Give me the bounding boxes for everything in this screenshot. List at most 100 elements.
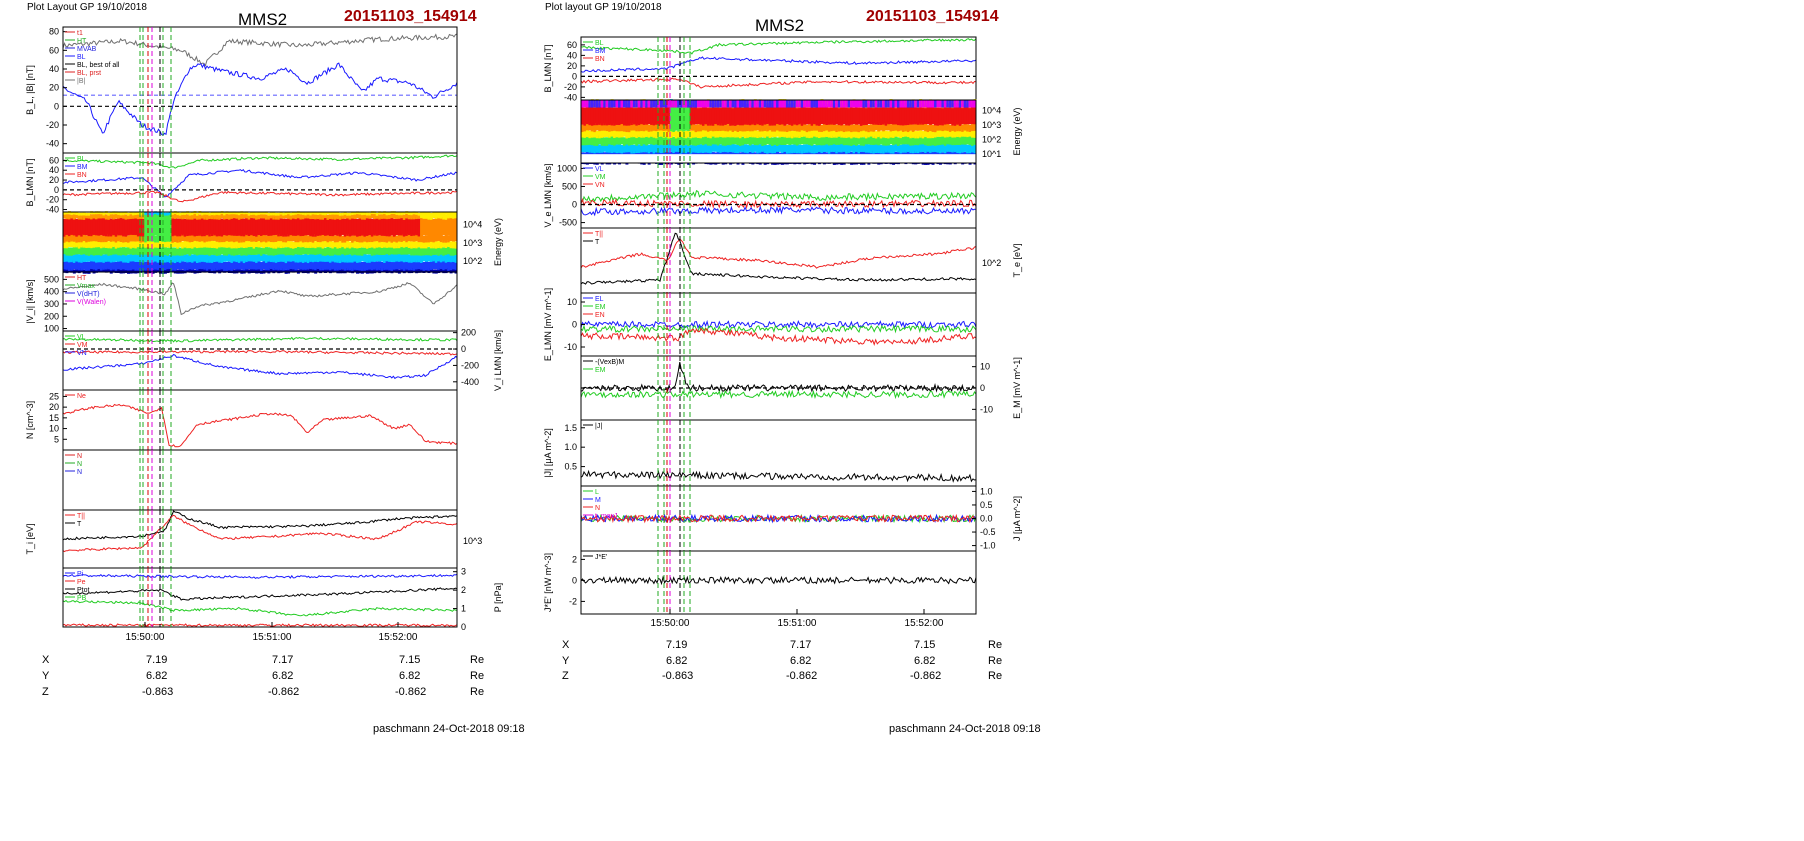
spectrogram-cell	[746, 144, 750, 154]
spectrogram-cell	[250, 253, 254, 262]
spectrogram-cell	[778, 124, 782, 132]
spectrogram-cell	[583, 136, 587, 146]
spectrogram-cell	[260, 253, 263, 262]
spectrogram-cell	[198, 211, 202, 214]
spectrogram-cell	[427, 235, 431, 243]
spectrogram-cell	[655, 106, 659, 125]
spectrogram-cell	[77, 212, 81, 216]
spectrogram-cell	[971, 100, 975, 108]
spectrogram-cell	[652, 106, 656, 126]
spectrogram-cell	[405, 253, 409, 263]
spectrogram-cell	[864, 131, 868, 139]
spectrogram-cell	[306, 246, 310, 255]
spectrogram-cell	[139, 262, 143, 271]
spectrogram-cell	[144, 240, 148, 248]
spectrogram-cell	[63, 235, 66, 243]
spectrogram-cell	[260, 262, 263, 271]
spectrogram-cell	[400, 260, 404, 270]
spectrogram-cell	[341, 212, 345, 216]
spectrogram-cell	[593, 100, 597, 108]
spectrogram-cell	[924, 144, 928, 153]
spectrogram-cell	[200, 253, 204, 262]
spectrogram-cell	[906, 143, 910, 153]
legend-label: BL	[595, 40, 604, 47]
y-axis-label: E_M [mV m^-1]	[1012, 357, 1022, 419]
spectrogram-cell	[904, 135, 908, 145]
spectrogram-cell	[168, 245, 172, 255]
spectrogram-cell	[255, 269, 259, 274]
series-line-EM	[580, 324, 977, 334]
spectrogram-cell	[264, 217, 268, 236]
spectrogram-cell	[235, 269, 239, 274]
y-tick-label: 2	[572, 554, 577, 564]
spectrogram-cell	[370, 218, 374, 237]
spectrogram-cell	[267, 234, 271, 242]
spectrogram-cell	[637, 123, 641, 132]
spectrogram-cell	[235, 218, 239, 236]
spectrogram-cell	[739, 123, 742, 132]
spectrogram-cell	[914, 100, 918, 108]
spectrogram-cell	[637, 106, 641, 126]
spectrogram-cell	[309, 268, 313, 273]
spectrogram-cell	[205, 234, 209, 242]
spectrogram-cell	[242, 218, 246, 237]
spectrogram-cell	[684, 100, 688, 108]
spectrogram-cell	[149, 217, 153, 236]
spectrogram-cell	[181, 234, 185, 242]
spectrogram-cell	[151, 247, 155, 256]
spectrogram-cell	[328, 240, 332, 248]
spectrogram-cell	[941, 129, 945, 137]
spectrogram-cell	[102, 212, 106, 216]
y-tick-label: 60	[49, 45, 59, 55]
spectrogram-cell	[424, 212, 428, 216]
spectrogram-cell	[151, 241, 155, 249]
spectrogram-cell	[129, 241, 133, 249]
spectrogram-cell	[734, 123, 738, 131]
spectrogram-cell	[292, 253, 295, 262]
spectrogram-cell	[316, 240, 320, 248]
spectrogram-cell	[650, 124, 654, 132]
spectrogram-cell	[122, 246, 126, 255]
spectrogram-cell	[867, 100, 871, 108]
spectrogram-cell	[77, 241, 81, 249]
spectrogram-cell	[640, 123, 644, 132]
spectrogram-cell	[392, 234, 396, 242]
spectrogram-cell	[324, 234, 327, 242]
spectrogram-cell	[277, 261, 281, 271]
spectrogram-cell	[287, 213, 291, 219]
spectrogram-cell	[773, 144, 777, 154]
spectrogram-cell	[292, 234, 295, 242]
spectrogram-cell	[328, 247, 332, 256]
spectrogram-cell	[590, 100, 594, 108]
spectrogram-cell	[714, 130, 718, 138]
spectrogram-cell	[914, 144, 918, 153]
spectrogram-cell	[407, 261, 411, 271]
panel-R9: 20-2J*E' [nW m^-3] J*E'	[543, 550, 977, 615]
spectrogram-cell	[899, 130, 903, 139]
spectrogram-cell	[392, 211, 396, 215]
spectrogram-cell	[336, 269, 340, 274]
spectrogram-cell	[375, 212, 379, 216]
spectrogram-cell	[699, 130, 703, 139]
spectrogram-cell	[208, 234, 212, 242]
spectrogram-cell	[163, 246, 167, 256]
spectrogram-cell	[454, 218, 458, 236]
y-tick-label: -500	[559, 218, 577, 228]
spectrogram-cell	[385, 261, 389, 270]
panel-frame	[580, 292, 977, 357]
spectrogram-cell	[756, 136, 760, 146]
spectrogram-cell	[640, 130, 644, 138]
spectrogram-cell	[948, 136, 952, 145]
spectrogram-cell	[161, 247, 165, 256]
y-tick-label: 1000	[557, 163, 577, 173]
spectrogram-cell	[225, 213, 229, 220]
spectrogram-cell	[850, 100, 854, 108]
spectrogram-cell	[218, 254, 222, 263]
spectrogram-cell	[378, 261, 382, 271]
spectrogram-cell	[919, 130, 923, 138]
spectrogram-cell	[862, 143, 866, 153]
spectrogram-cell	[97, 217, 101, 236]
spectrogram-cell	[134, 234, 138, 242]
spectrogram-cell	[112, 240, 116, 248]
spectrogram-cell	[279, 253, 283, 262]
